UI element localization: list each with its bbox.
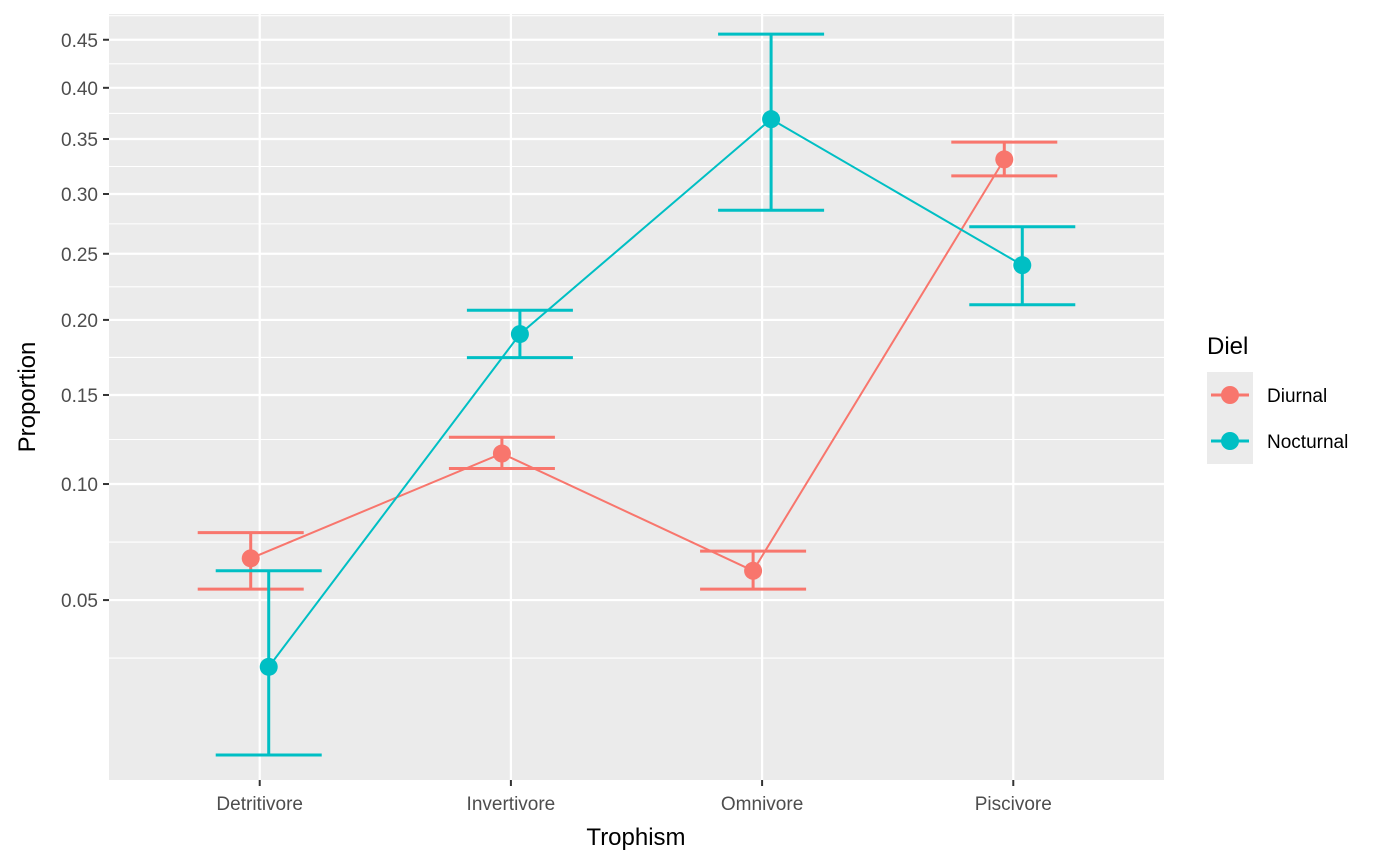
y-tick-label: 0.40	[61, 79, 98, 100]
x-tick-label: Detritivore	[216, 794, 303, 815]
y-tick-label: 0.25	[61, 245, 98, 266]
legend-key-point	[1221, 432, 1239, 450]
y-axis: 0.05 0.10 0.15 0.20 0.25 0.30 0.35 0.40 0.45	[61, 31, 109, 612]
y-tick-label: 0.10	[61, 475, 98, 496]
y-tick-label: 0.20	[61, 311, 98, 332]
y-tick-label: 0.05	[61, 591, 98, 612]
data-point	[259, 657, 278, 676]
series-layer	[197, 32, 1076, 757]
legend-label: Diurnal	[1267, 386, 1327, 407]
data-point	[510, 325, 529, 344]
y-tick-label: 0.35	[61, 130, 98, 151]
series-nocturnal	[215, 32, 1076, 757]
legend: Diel Diurnal Nocturnal	[1207, 333, 1348, 464]
data-point	[744, 561, 763, 580]
grid-minor	[109, 15, 1164, 659]
legend-title: Diel	[1207, 333, 1248, 360]
y-tick-label: 0.45	[61, 31, 98, 52]
legend-key-point	[1221, 386, 1239, 404]
data-point	[492, 444, 511, 463]
data-point	[1013, 256, 1032, 275]
series-line	[250, 158, 1006, 573]
y-axis-title: Proportion	[14, 342, 41, 453]
data-point	[241, 549, 260, 568]
data-point	[995, 150, 1014, 169]
legend-label: Nocturnal	[1267, 432, 1348, 453]
y-tick-label: 0.30	[61, 185, 98, 206]
x-tick-label: Omnivore	[721, 794, 803, 815]
x-axis: Detritivore Invertivore Omnivore Piscivore	[216, 780, 1052, 815]
x-tick-label: Invertivore	[467, 794, 556, 815]
series-diurnal	[197, 140, 1058, 591]
x-axis-title: Trophism	[586, 824, 685, 851]
series-line	[267, 117, 1023, 668]
y-tick-label: 0.15	[61, 386, 98, 407]
data-point	[762, 110, 781, 129]
x-tick-label: Piscivore	[975, 794, 1052, 815]
grid-major	[109, 14, 1164, 780]
